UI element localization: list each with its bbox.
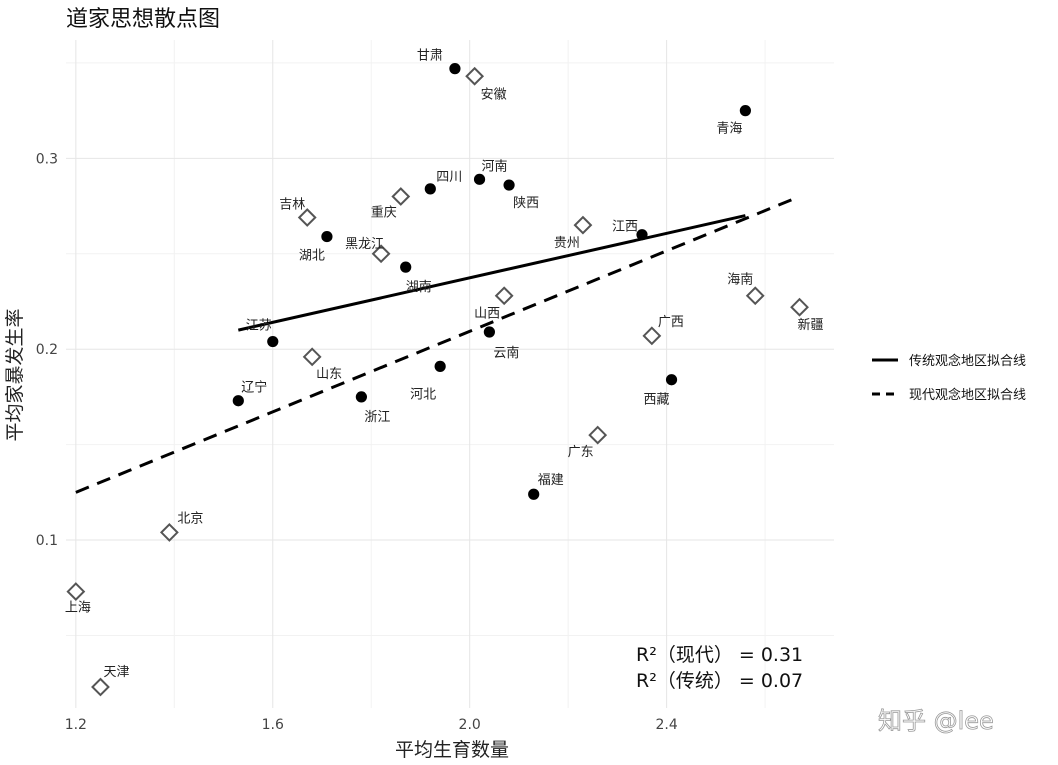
legend-label-modern: 现代观念地区拟合线	[909, 387, 1026, 403]
point-modern	[302, 347, 322, 367]
r2-traditional-annotation: R²（传统） = 0.07	[636, 670, 803, 692]
point-traditional	[473, 173, 486, 185]
r2-modern-annotation: R²（现代） = 0.31	[636, 644, 803, 666]
point-label: 吉林	[279, 197, 305, 212]
point-traditional	[424, 183, 436, 195]
point-modern	[588, 425, 608, 445]
point-traditional	[665, 374, 678, 386]
point-modern	[494, 286, 514, 306]
legend-label-traditional: 传统观念地区拟合线	[909, 353, 1026, 369]
point-label: 西藏	[644, 393, 670, 408]
point-label: 黑龙江	[345, 237, 384, 252]
point-label: 重庆	[371, 205, 397, 221]
y-axis-ticks: 0.1 0.2 0.3	[36, 151, 58, 549]
point-label: 安徽	[481, 87, 507, 102]
point-modern	[66, 582, 86, 601]
point-traditional	[449, 63, 461, 75]
point-modern	[573, 215, 593, 235]
legend: 传统观念地区拟合线 现代观念地区拟合线	[872, 353, 1026, 403]
y-tick-label: 0.1	[36, 533, 58, 549]
point-traditional	[267, 335, 279, 348]
point-traditional	[636, 229, 648, 241]
point-label: 新疆	[798, 317, 824, 333]
y-axis-title: 平均家暴发生率	[4, 308, 26, 441]
point-modern	[159, 522, 179, 542]
point-label: 河北	[410, 387, 436, 402]
point-traditional	[400, 261, 412, 273]
fit-lines	[75, 195, 801, 494]
point-modern	[465, 66, 485, 86]
point-label: 甘肃	[417, 49, 443, 64]
point-modern	[371, 244, 391, 264]
y-tick-label: 0.3	[36, 151, 58, 167]
point-traditional	[232, 395, 244, 407]
point-traditional	[503, 179, 515, 191]
x-tick-label: 2.4	[655, 717, 677, 733]
point-label: 山西	[474, 307, 500, 322]
fit-line-modern	[75, 195, 801, 494]
point-modern	[297, 208, 317, 227]
point-modern	[91, 677, 110, 697]
grid	[66, 40, 834, 708]
point-label: 海南	[727, 272, 753, 288]
point-label: 天津	[103, 665, 129, 680]
x-tick-label: 1.2	[65, 717, 87, 733]
point-label: 广东	[568, 445, 594, 460]
point-label: 北京	[177, 511, 203, 526]
point-label: 山东	[316, 367, 342, 382]
watermark: 知乎 @lee	[878, 707, 994, 735]
point-label: 江西	[612, 220, 638, 235]
point-modern	[790, 297, 809, 317]
chart-title: 道家思想散点图	[66, 7, 220, 32]
point-label: 四川	[436, 170, 462, 185]
x-axis-ticks: 1.2 1.6 2.0 2.4	[65, 717, 678, 733]
point-label: 陕西	[513, 196, 539, 211]
point-traditional	[355, 391, 367, 403]
point-label: 贵州	[554, 236, 580, 251]
point-traditional	[528, 488, 540, 500]
point-label: 湖北	[299, 249, 325, 264]
point-modern	[391, 187, 411, 206]
point-traditional	[483, 326, 495, 338]
y-tick-label: 0.2	[36, 342, 58, 358]
point-label: 浙江	[364, 410, 390, 425]
point-traditional	[739, 105, 751, 117]
x-tick-label: 1.6	[262, 717, 284, 733]
point-traditional	[321, 230, 333, 243]
fit-line-traditional	[237, 214, 746, 332]
data-points	[66, 63, 809, 697]
point-label: 青海	[716, 122, 742, 137]
point-modern	[642, 326, 662, 346]
point-label: 湖南	[406, 279, 432, 295]
point-label: 云南	[493, 345, 519, 361]
point-label: 上海	[65, 601, 91, 616]
x-tick-label: 2.0	[459, 717, 481, 733]
point-label: 福建	[538, 473, 564, 488]
point-label: 江苏	[246, 318, 272, 334]
point-label: 广西	[658, 315, 684, 330]
point-label: 河南	[482, 158, 508, 174]
x-axis-title: 平均生育数量	[395, 739, 509, 761]
point-label: 辽宁	[241, 380, 267, 396]
point-traditional	[434, 360, 446, 372]
point-modern	[745, 286, 765, 306]
